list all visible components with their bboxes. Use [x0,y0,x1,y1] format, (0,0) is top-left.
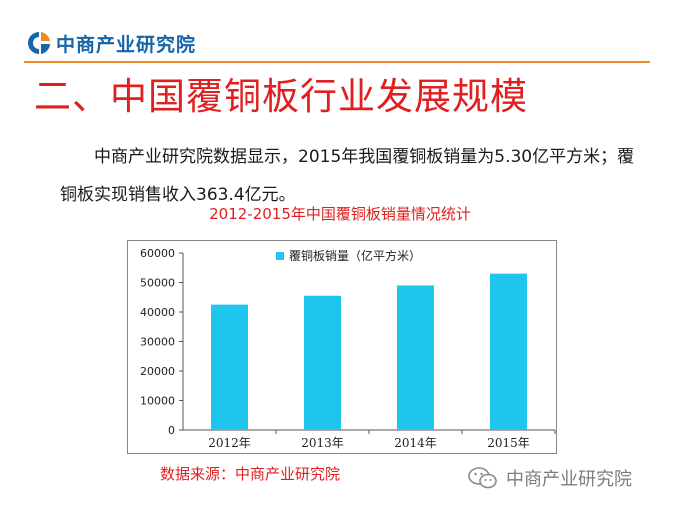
bar [304,295,341,430]
y-tick-label: 30000 [140,336,175,349]
brand-logo: 中商产业研究院 [26,29,196,57]
x-tick-label: 2015年 [487,436,530,450]
y-tick-label: 50000 [140,277,175,290]
x-tick-label: 2014年 [394,436,437,450]
legend-label: 覆铜板销量（亿平方米） [289,248,421,263]
y-tick-label: 20000 [140,365,175,378]
wechat-icon [468,467,497,489]
chart-frame [127,240,557,454]
bar-chart: 0 10000 20000 30000 40000 50000 60000 2012年 2013… [127,240,557,454]
y-tick-label: 40000 [140,306,175,319]
x-tick-label: 2012年 [208,436,251,450]
header-divider [24,61,650,63]
bar [397,285,434,430]
y-tick-label: 60000 [140,247,175,260]
y-tick-label: 10000 [140,395,175,408]
bar [490,273,527,430]
bar [211,304,248,430]
watermark: 中商产业研究院 [468,465,632,491]
slide-paragraph: 中商产业研究院数据显示，2015年我国覆铜板销量为5.30亿平方米；覆铜板实现销… [60,147,635,205]
y-tick-label: 0 [168,424,175,437]
x-tick-label: 2013年 [301,436,344,450]
brand-name: 中商产业研究院 [56,33,197,56]
legend-swatch [276,252,284,260]
brand-logo-icon [28,32,50,54]
data-source: 数据来源：中商产业研究院 [160,465,341,483]
watermark-text: 中商产业研究院 [506,469,632,490]
chart-title: 2012-2015年中国覆铜板销量情况统计 [209,205,471,223]
slide-title: 二、中国覆铜板行业发展规模 [34,75,528,118]
